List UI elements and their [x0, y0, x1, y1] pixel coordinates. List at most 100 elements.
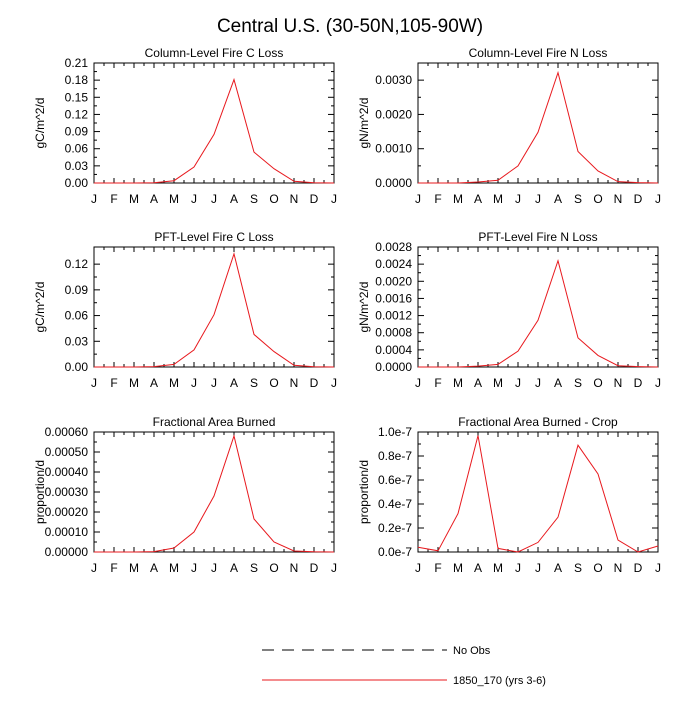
x-tick-label: J: [211, 561, 217, 575]
x-tick-label: F: [434, 376, 441, 390]
y-tick-label: 0.12: [65, 257, 89, 271]
x-tick-label: J: [91, 192, 97, 206]
x-tick-label: J: [515, 376, 521, 390]
x-tick-label: M: [169, 376, 179, 390]
y-axis-label: gC/m^2/d: [33, 282, 47, 333]
x-tick-label: J: [535, 561, 541, 575]
x-tick-label: S: [574, 376, 582, 390]
y-tick-label: 0.15: [65, 90, 89, 104]
x-tick-label: O: [593, 192, 602, 206]
y-tick-label: 0.09: [65, 125, 89, 139]
x-tick-label: J: [211, 376, 217, 390]
y-tick-label: 0.0028: [375, 240, 412, 254]
x-tick-label: N: [614, 192, 623, 206]
y-tick-label: 1.0e-7: [378, 425, 412, 439]
panel-title: Column-Level Fire N Loss: [469, 46, 608, 60]
x-tick-label: A: [474, 561, 482, 575]
x-tick-label: J: [535, 376, 541, 390]
plot-frame: [93, 62, 335, 184]
x-tick-label: A: [230, 192, 238, 206]
x-tick-label: A: [474, 192, 482, 206]
x-tick-label: M: [493, 376, 503, 390]
y-tick-label: 0.03: [65, 334, 89, 348]
x-tick-label: F: [110, 192, 117, 206]
x-tick-label: F: [434, 561, 441, 575]
x-tick-label: M: [453, 561, 463, 575]
y-tick-label: 0.00060: [45, 425, 89, 439]
x-tick-label: J: [655, 561, 661, 575]
series-line: [417, 435, 659, 553]
plot-frame: [417, 62, 659, 184]
y-tick-label: 0.0004: [375, 343, 412, 357]
y-tick-label: 0.4e-7: [378, 497, 412, 511]
x-tick-label: A: [150, 376, 158, 390]
y-tick-label: 0.03: [65, 159, 89, 173]
y-tick-label: 0.0010: [375, 142, 412, 156]
y-tick-label: 0.00: [65, 176, 89, 190]
y-tick-label: 0.12: [65, 107, 89, 121]
x-tick-label: J: [211, 192, 217, 206]
x-tick-label: D: [634, 561, 643, 575]
y-tick-label: 0.21: [65, 56, 89, 70]
y-tick-label: 0.0020: [375, 274, 412, 288]
x-tick-label: O: [269, 561, 278, 575]
x-tick-label: O: [269, 192, 278, 206]
x-tick-label: J: [415, 376, 421, 390]
x-tick-label: J: [91, 376, 97, 390]
x-tick-label: J: [655, 192, 661, 206]
x-tick-label: J: [515, 192, 521, 206]
x-tick-label: J: [191, 376, 197, 390]
x-tick-label: S: [250, 192, 258, 206]
x-tick-label: N: [290, 192, 299, 206]
y-tick-label: 0.0000: [375, 360, 412, 374]
panel-title: PFT-Level Fire C Loss: [154, 230, 273, 244]
x-tick-label: A: [554, 561, 562, 575]
x-tick-label: N: [614, 376, 623, 390]
x-tick-label: J: [91, 561, 97, 575]
x-tick-label: J: [535, 192, 541, 206]
x-tick-label: M: [129, 192, 139, 206]
x-tick-label: S: [574, 561, 582, 575]
y-axis-label: gN/m^2/d: [357, 282, 371, 333]
y-tick-label: 0.00050: [45, 445, 89, 459]
y-tick-label: 0.0016: [375, 291, 412, 305]
x-tick-label: J: [655, 376, 661, 390]
y-tick-label: 0.00030: [45, 485, 89, 499]
x-tick-label: A: [150, 561, 158, 575]
y-tick-label: 0.00020: [45, 505, 89, 519]
y-axis-label: gC/m^2/d: [33, 98, 47, 149]
y-tick-label: 0.0024: [375, 257, 412, 271]
chart-panel-6: Fractional Area Burned - Crop proportion/…: [357, 415, 661, 575]
x-tick-label: S: [574, 192, 582, 206]
x-tick-label: A: [150, 192, 158, 206]
legend: No Obs 1850_170 (yrs 3-6): [262, 645, 546, 687]
y-tick-label: 0.0012: [375, 309, 412, 323]
x-tick-label: J: [191, 192, 197, 206]
plot-frame: [417, 246, 659, 368]
x-tick-label: A: [230, 376, 238, 390]
x-tick-label: D: [634, 192, 643, 206]
legend-no-obs-label: No Obs: [453, 645, 491, 657]
y-axis-label: proportion/d: [33, 460, 47, 524]
y-axis-label: gN/m^2/d: [357, 98, 371, 149]
y-axis-label: proportion/d: [357, 460, 371, 524]
x-tick-label: J: [191, 561, 197, 575]
x-tick-label: O: [593, 561, 602, 575]
x-tick-label: N: [614, 561, 623, 575]
y-tick-label: 0.0000: [375, 176, 412, 190]
x-tick-label: D: [310, 376, 319, 390]
plot-frame: [417, 431, 659, 553]
panel-title: Column-Level Fire C Loss: [145, 46, 284, 60]
y-tick-label: 0.8e-7: [378, 449, 412, 463]
x-tick-label: F: [434, 192, 441, 206]
y-tick-label: 0.6e-7: [378, 473, 412, 487]
legend-series-label: 1850_170 (yrs 3-6): [453, 675, 546, 687]
series-line: [418, 258, 659, 368]
y-tick-label: 0.06: [65, 142, 89, 156]
